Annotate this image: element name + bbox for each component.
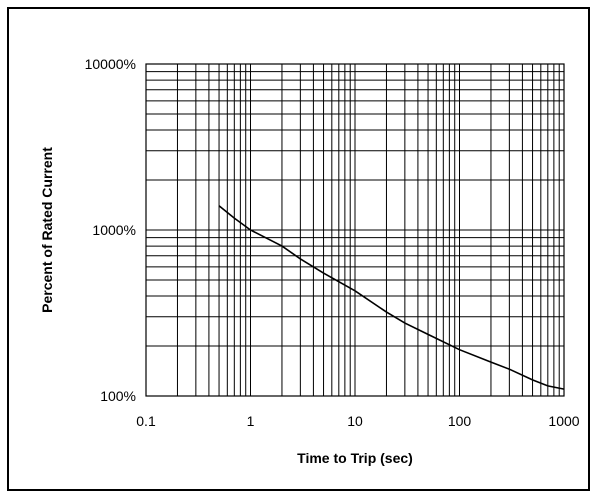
y-tick-label: 10000% bbox=[85, 56, 136, 72]
x-tick-label: 1000 bbox=[548, 413, 579, 429]
x-tick-label: 10 bbox=[347, 413, 363, 429]
series-line bbox=[219, 206, 564, 389]
x-tick-label: 0.1 bbox=[136, 413, 156, 429]
x-axis-label: Time to Trip (sec) bbox=[297, 450, 413, 466]
x-tick-label: 100 bbox=[448, 413, 472, 429]
grid bbox=[146, 64, 564, 396]
y-tick-label: 100% bbox=[100, 388, 136, 404]
series-layer bbox=[219, 206, 564, 389]
x-tick-label: 1 bbox=[247, 413, 255, 429]
y-axis-label: Percent of Rated Current bbox=[39, 147, 55, 313]
y-tick-label: 1000% bbox=[92, 222, 136, 238]
